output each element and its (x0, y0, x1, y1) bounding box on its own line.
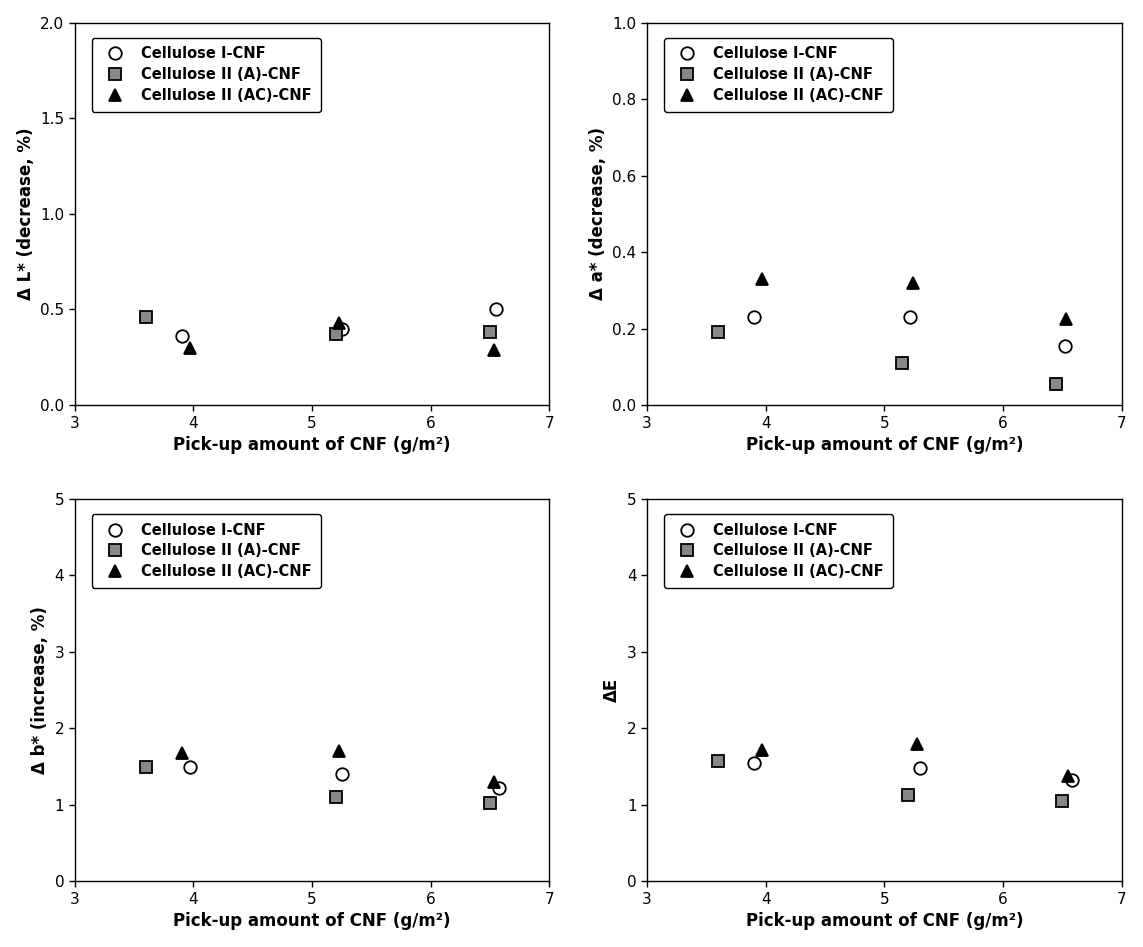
Legend: Cellulose I-CNF, Cellulose II (A)-CNF, Cellulose II (AC)-CNF: Cellulose I-CNF, Cellulose II (A)-CNF, C… (664, 38, 893, 112)
Y-axis label: Δ a* (decrease, %): Δ a* (decrease, %) (589, 128, 607, 300)
X-axis label: Pick-up amount of CNF (g/m²): Pick-up amount of CNF (g/m²) (174, 912, 450, 930)
Legend: Cellulose I-CNF, Cellulose II (A)-CNF, Cellulose II (AC)-CNF: Cellulose I-CNF, Cellulose II (A)-CNF, C… (664, 514, 893, 588)
Legend: Cellulose I-CNF, Cellulose II (A)-CNF, Cellulose II (AC)-CNF: Cellulose I-CNF, Cellulose II (A)-CNF, C… (91, 38, 320, 112)
X-axis label: Pick-up amount of CNF (g/m²): Pick-up amount of CNF (g/m²) (174, 436, 450, 454)
Y-axis label: Δ b* (increase, %): Δ b* (increase, %) (31, 606, 49, 774)
X-axis label: Pick-up amount of CNF (g/m²): Pick-up amount of CNF (g/m²) (745, 912, 1023, 930)
Y-axis label: Δ L* (decrease, %): Δ L* (decrease, %) (17, 128, 34, 300)
Y-axis label: ΔE: ΔE (604, 678, 622, 703)
Legend: Cellulose I-CNF, Cellulose II (A)-CNF, Cellulose II (AC)-CNF: Cellulose I-CNF, Cellulose II (A)-CNF, C… (91, 514, 320, 588)
X-axis label: Pick-up amount of CNF (g/m²): Pick-up amount of CNF (g/m²) (745, 436, 1023, 454)
